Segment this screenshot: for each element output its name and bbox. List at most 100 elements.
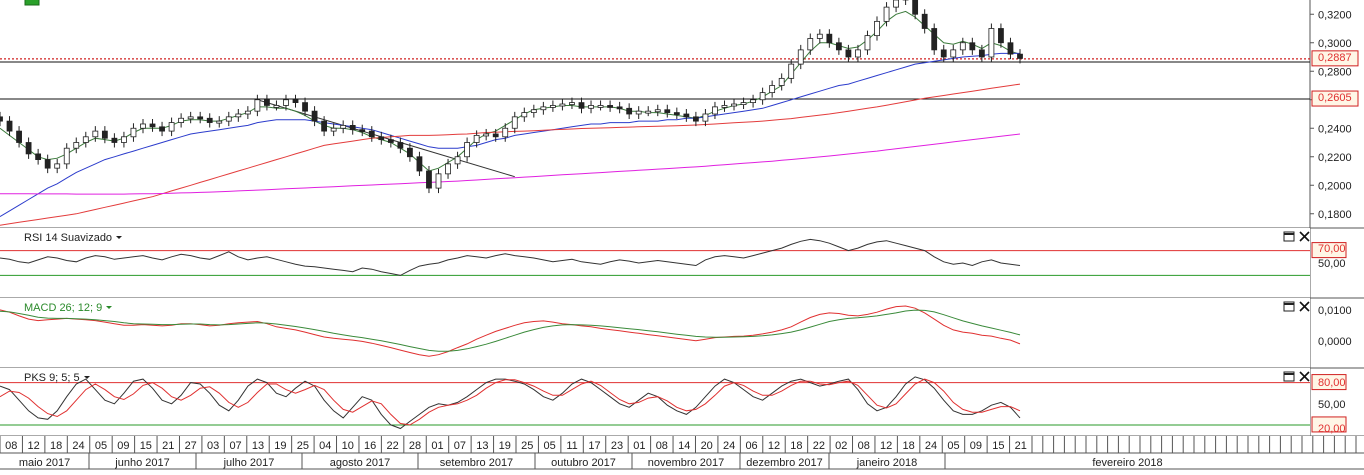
close-icon[interactable]	[1299, 301, 1310, 312]
day-tick-label: 10	[342, 440, 354, 452]
day-tick-label: 04	[319, 440, 331, 452]
candle	[454, 156, 461, 165]
rsi-level-box	[1311, 242, 1347, 259]
candle	[969, 42, 976, 51]
candle	[73, 142, 80, 149]
day-tick-label: 08	[858, 440, 870, 452]
candle	[0, 116, 3, 122]
candle	[530, 109, 537, 113]
candle	[492, 133, 499, 138]
candle	[502, 127, 509, 138]
level-price-box	[1311, 90, 1359, 107]
candle	[988, 28, 995, 58]
day-tick-label: 18	[50, 440, 62, 452]
candle	[435, 173, 442, 189]
candle	[92, 130, 99, 138]
day-tick-label: 24	[925, 440, 937, 452]
macd-tick-label: 0,0100	[1318, 305, 1352, 317]
pks-level-20-label: 20,00	[1318, 423, 1346, 435]
maximize-icon[interactable]	[1283, 371, 1295, 382]
candle	[588, 105, 594, 109]
candle	[721, 105, 728, 108]
candle	[121, 136, 127, 143]
day-tick-label: 14	[678, 440, 690, 452]
day-tick-label: 17	[588, 440, 600, 452]
maximize-icon[interactable]	[1283, 231, 1295, 242]
dropdown-arrow-icon[interactable]	[116, 236, 122, 239]
candle	[874, 20, 880, 37]
day-tick-label: 08	[5, 440, 17, 452]
candle	[569, 102, 575, 105]
candle	[264, 99, 270, 106]
macd-title[interactable]: MACD 26; 12; 9	[24, 302, 102, 314]
candle	[340, 125, 347, 129]
price-tick-label: 0,1800	[1318, 209, 1352, 221]
pks-panel: 50,00	[0, 368, 1364, 437]
macd-tick-label: 0,0000	[1318, 336, 1352, 348]
candle	[549, 105, 556, 108]
day-tick-label: 24	[72, 440, 84, 452]
day-tick-label: 22	[386, 440, 398, 452]
candle	[292, 99, 299, 103]
candle	[407, 147, 413, 158]
candle	[893, 0, 899, 8]
day-tick-label: 13	[476, 440, 488, 452]
candle	[283, 99, 289, 106]
day-tick-label: 05	[544, 440, 556, 452]
candle	[645, 110, 652, 114]
day-tick-label: 24	[723, 440, 735, 452]
candle	[330, 127, 337, 132]
candle	[654, 109, 661, 113]
candle	[1007, 42, 1014, 55]
close-icon[interactable]	[1299, 231, 1310, 242]
candle	[111, 137, 118, 143]
day-tick-label: 02	[835, 440, 847, 452]
candle	[378, 136, 385, 141]
day-tick-label: 08	[656, 440, 668, 452]
candle	[807, 38, 814, 51]
candle	[159, 126, 165, 132]
candle	[864, 35, 871, 51]
day-tick-label: 28	[409, 440, 421, 452]
candle	[626, 107, 633, 115]
maximize-icon[interactable]	[1283, 301, 1295, 312]
candle	[359, 129, 366, 133]
candle	[616, 106, 623, 110]
indicator-flag-icon	[24, 0, 40, 6]
macd-line	[0, 309, 1021, 352]
candle	[6, 120, 13, 132]
day-tick-label: 07	[229, 440, 241, 452]
candle	[816, 33, 823, 39]
price-panel: 0,18000,20000,22000,24000,26000,28000,30…	[0, 0, 1364, 436]
candle	[692, 116, 699, 122]
candle	[206, 117, 213, 123]
moving-average-line	[0, 133, 1021, 195]
day-tick-label: 12	[768, 440, 780, 452]
day-tick-label: 21	[1015, 440, 1027, 452]
candle	[673, 112, 680, 115]
price-panel-bg	[0, 0, 1310, 228]
current-price-box	[1311, 50, 1359, 67]
candle	[664, 109, 671, 113]
candle	[349, 125, 356, 131]
candle	[216, 120, 223, 124]
month-label: novembro 2017	[648, 457, 724, 469]
day-tick-label: 12	[28, 440, 40, 452]
candle	[712, 106, 718, 115]
candle	[797, 49, 804, 65]
dropdown-arrow-icon[interactable]	[84, 376, 90, 379]
close-icon[interactable]	[1299, 371, 1310, 382]
candle	[835, 42, 842, 51]
pks-title[interactable]: PKS 9; 5; 5	[24, 372, 80, 384]
dropdown-arrow-icon[interactable]	[106, 306, 112, 309]
candle	[950, 49, 957, 58]
pks-level-box	[1311, 374, 1347, 391]
candle	[788, 63, 795, 79]
candle	[826, 33, 833, 44]
rsi-title[interactable]: RSI 14 Suavizado	[24, 232, 112, 244]
month-label: fevereiro 2018	[1092, 457, 1162, 469]
day-tick-label: 19	[499, 440, 511, 452]
trend-line	[257, 99, 515, 178]
month-label: maio 2017	[19, 457, 70, 469]
day-tick-label: 12	[880, 440, 892, 452]
